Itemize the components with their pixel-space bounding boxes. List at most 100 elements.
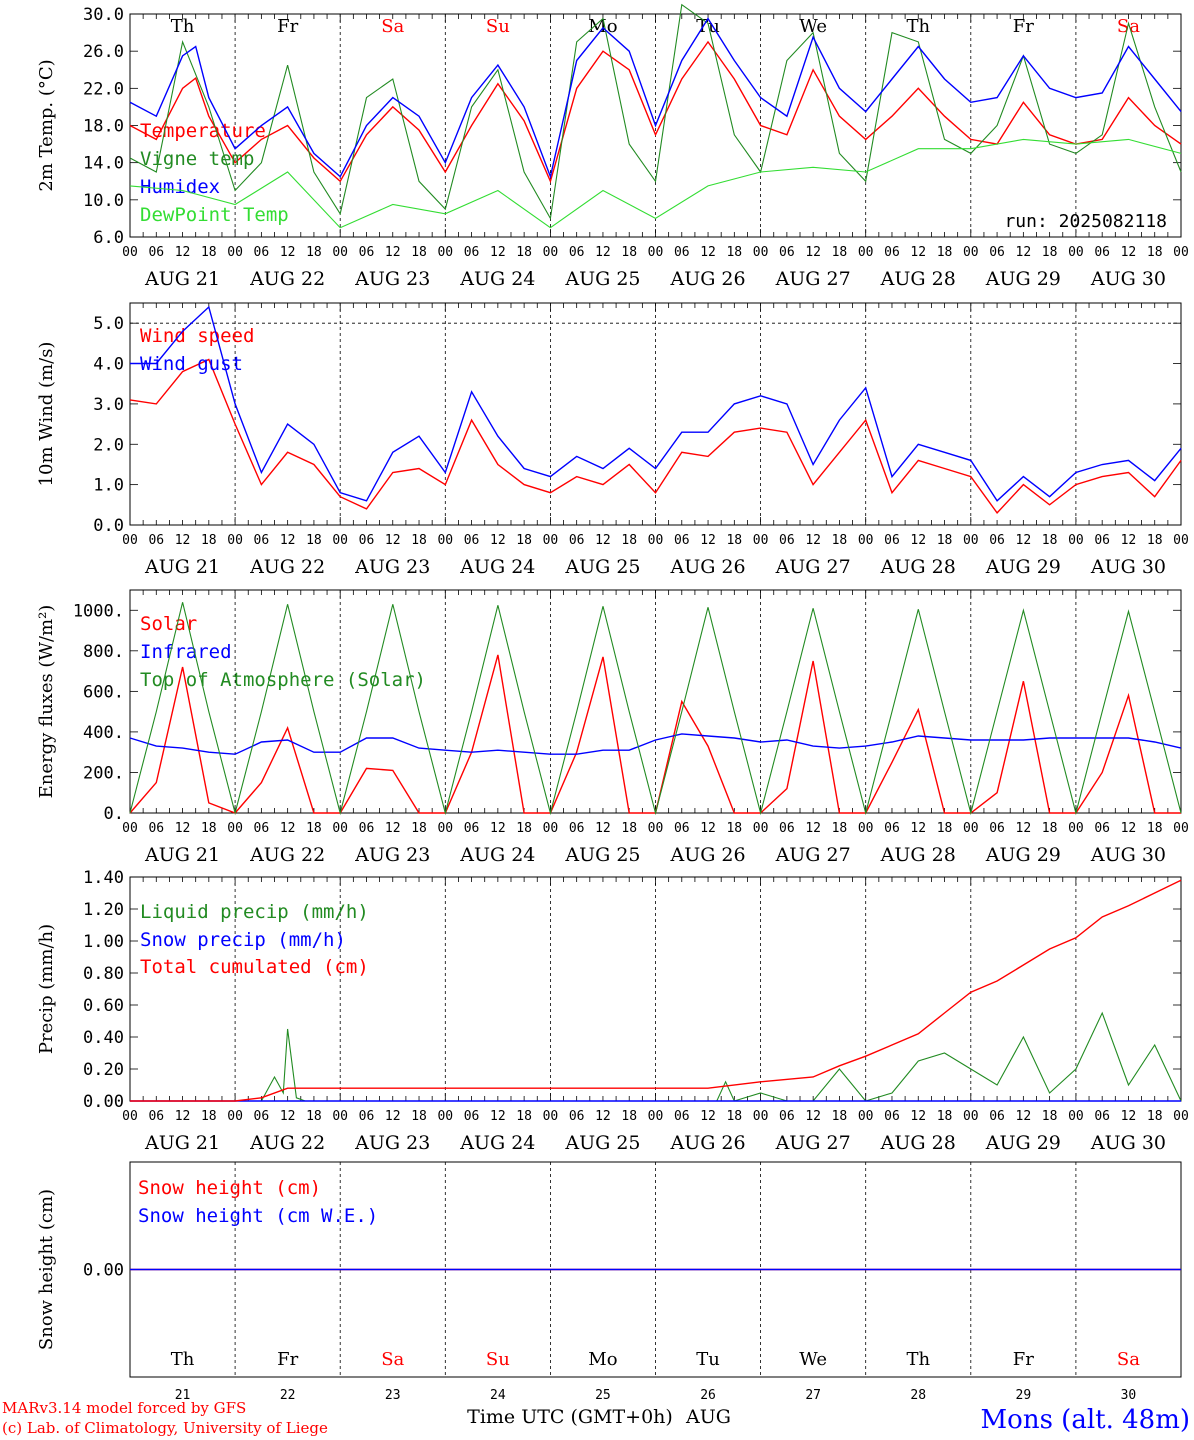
hour-tick-label: 18 (306, 821, 322, 836)
day-label: AUG 24 (459, 844, 535, 866)
hour-tick-label: 06 (254, 821, 270, 836)
hour-tick-label: 18 (621, 1109, 637, 1124)
hour-tick-label: 00 (963, 533, 979, 548)
legend-top-of-atmosphere-solar: Top of Atmosphere (Solar) (140, 669, 426, 691)
hour-tick-label: 00 (753, 821, 769, 836)
day-label: AUG 22 (249, 844, 325, 866)
hour-tick-label: 00 (963, 821, 979, 836)
y-tick-label: 6.0 (93, 228, 124, 248)
series-line-infrared (129, 733, 1182, 755)
y-tick-label: 10.0 (83, 191, 124, 211)
hour-tick-label: 12 (1121, 533, 1137, 548)
hour-tick-label: 00 (753, 1109, 769, 1124)
hour-tick-label: 12 (175, 533, 191, 548)
day-label: AUG 26 (669, 268, 745, 290)
hour-tick-label: 12 (490, 1109, 506, 1124)
series-line-vigne-temp (129, 3, 1182, 221)
hour-tick-label: 18 (201, 245, 217, 260)
hour-tick-label: 18 (411, 245, 427, 260)
day-label: AUG 29 (985, 268, 1061, 290)
hour-tick-label: 18 (726, 821, 742, 836)
hour-tick-label: 06 (359, 245, 375, 260)
hour-tick-label: 00 (437, 245, 453, 260)
weekday-label: We (799, 16, 827, 37)
weekday-label: Su (486, 1349, 510, 1370)
hour-tick-label: 18 (832, 1109, 848, 1124)
day-label: AUG 25 (564, 1132, 640, 1154)
weekday-label: Fr (277, 1349, 298, 1370)
day-number-label: 29 (1016, 1388, 1032, 1403)
legend-total-cumulated-cm: Total cumulated (cm) (140, 956, 369, 978)
day-label: AUG 27 (775, 556, 851, 578)
y-tick-label: 18.0 (83, 117, 124, 137)
hour-tick-label: 06 (359, 1109, 375, 1124)
legend-snow-height-cm: Snow height (cm) (138, 1177, 321, 1199)
hour-tick-label: 18 (937, 533, 953, 548)
day-label: AUG 26 (669, 1132, 745, 1154)
hour-tick-label: 00 (227, 1109, 243, 1124)
y-tick-label: 30.0 (83, 5, 124, 25)
hour-tick-label: 06 (779, 245, 795, 260)
hour-tick-label: 12 (700, 1109, 716, 1124)
series-line-liquid-precip-mm-h (130, 1011, 1182, 1102)
hour-tick-label: 18 (516, 533, 532, 548)
hour-tick-label: 06 (884, 533, 900, 548)
hour-tick-label: 12 (280, 821, 296, 836)
hour-tick-label: 12 (910, 1109, 926, 1124)
hour-tick-label: 00 (227, 533, 243, 548)
panel-3: 0. 200. 400. 600. 800. 1000. Energy fluxes (W/… (36, 589, 1189, 866)
hour-tick-label: 00 (1068, 245, 1084, 260)
day-label: AUG 29 (985, 556, 1061, 578)
day-number-label: 27 (805, 1388, 821, 1403)
hour-tick-label: 00 (648, 245, 664, 260)
hour-tick-label: 06 (1094, 821, 1110, 836)
weekday-label: Sa (1117, 16, 1140, 37)
y-tick-label: 0.40 (83, 1028, 124, 1048)
weekday-label: Fr (1013, 16, 1034, 37)
y-tick-label: 1.40 (83, 868, 124, 888)
day-label: AUG 23 (354, 1132, 430, 1154)
x-axis-label: Time UTC (GMT+0h) (467, 1406, 673, 1428)
series-line-wind-gust (130, 305, 1182, 502)
day-label: AUG 25 (564, 556, 640, 578)
hour-tick-label: 06 (1094, 1109, 1110, 1124)
hour-tick-label: 06 (674, 821, 690, 836)
weekday-label: Th (906, 16, 930, 37)
y-tick-label: 1.20 (83, 900, 124, 920)
hour-tick-label: 00 (1173, 245, 1189, 260)
hour-tick-label: 18 (516, 1109, 532, 1124)
hour-tick-label: 06 (569, 821, 585, 836)
weekday-label: Su (486, 16, 510, 37)
hour-tick-label: 00 (1173, 533, 1189, 548)
legend-snow-precip-mm-h: Snow precip (mm/h) (140, 929, 346, 951)
weekday-label: Mo (588, 16, 617, 37)
day-number-label: 30 (1121, 1388, 1137, 1403)
hour-tick-label: 00 (1068, 821, 1084, 836)
day-label: AUG 22 (249, 268, 325, 290)
day-label: AUG 24 (459, 556, 535, 578)
hour-tick-label: 12 (385, 245, 401, 260)
y-axis-label: Energy fluxes (W/m²) (36, 605, 57, 799)
y-axis-label: Snow height (cm) (36, 1189, 57, 1350)
weekday-label: Sa (381, 1349, 404, 1370)
day-label: AUG 28 (880, 844, 956, 866)
hour-tick-label: 18 (832, 533, 848, 548)
y-axis-label: 10m Wind (m/s) (36, 342, 57, 487)
hour-tick-label: 06 (569, 533, 585, 548)
day-label: AUG 26 (669, 556, 745, 578)
hour-tick-label: 12 (595, 245, 611, 260)
series-line-wind-speed (129, 358, 1182, 515)
hour-tick-label: 12 (805, 245, 821, 260)
legend-temperature: Temperature (140, 120, 266, 142)
legend-humidex: Humidex (140, 176, 220, 198)
hour-tick-label: 18 (621, 821, 637, 836)
hour-tick-label: 06 (674, 533, 690, 548)
y-tick-label: 0. (104, 804, 124, 824)
hour-tick-label: 12 (1016, 245, 1032, 260)
hour-tick-label: 00 (858, 245, 874, 260)
hour-tick-label: 18 (201, 1109, 217, 1124)
day-label: AUG 30 (1090, 1132, 1166, 1154)
day-label: AUG 28 (880, 268, 956, 290)
weekday-label: Sa (1117, 1349, 1140, 1370)
hour-tick-label: 06 (464, 245, 480, 260)
